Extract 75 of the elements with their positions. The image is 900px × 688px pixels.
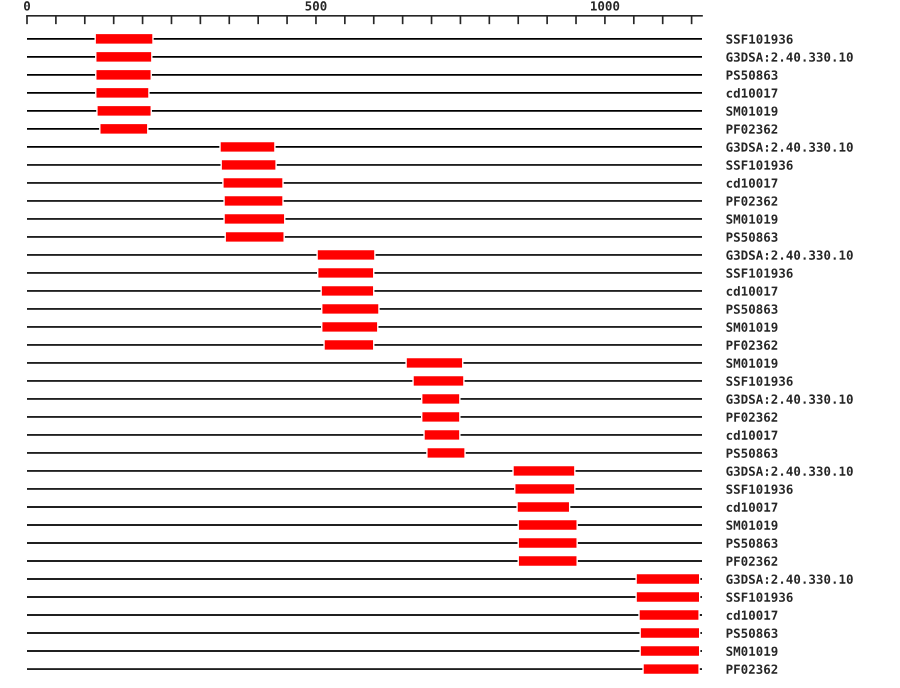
y-tick-label: PF02362	[726, 196, 778, 206]
bar	[95, 68, 152, 81]
y-tick-label: PS50863	[726, 448, 778, 458]
bar	[635, 590, 700, 604]
y-tick-label: SSF101936	[726, 268, 793, 278]
y-tick-label: PS50863	[726, 304, 778, 314]
x-tick-label: 1000	[591, 1, 620, 11]
bar	[224, 230, 285, 244]
y-tick-label: SM01019	[726, 358, 778, 368]
bar	[426, 446, 466, 460]
y-tick-label: cd10017	[726, 286, 778, 296]
bar	[94, 32, 154, 45]
y-tick-label: G3DSA:2.40.330.10	[726, 394, 853, 404]
bar	[405, 356, 464, 370]
bar	[99, 122, 148, 135]
bar	[316, 266, 374, 280]
bar	[219, 140, 276, 153]
bar	[423, 428, 461, 442]
bar	[223, 212, 286, 226]
bar	[316, 248, 376, 262]
y-tick-label: G3DSA:2.40.330.10	[726, 466, 853, 476]
y-tick-label: SSF101936	[726, 34, 793, 44]
bar	[323, 338, 374, 352]
bar	[223, 194, 284, 208]
y-tick-label: SSF101936	[726, 592, 793, 602]
y-tick-label: PF02362	[726, 556, 778, 566]
x-tick-label: 0	[24, 1, 30, 11]
bar	[516, 500, 570, 514]
y-tick-label: PF02362	[726, 124, 778, 134]
y-tick-label: G3DSA:2.40.330.10	[726, 250, 853, 260]
bar	[635, 572, 700, 586]
bar	[512, 464, 576, 478]
bar	[518, 518, 578, 532]
bar	[222, 176, 284, 189]
y-tick-label: PS50863	[726, 628, 778, 638]
y-tick-label: PS50863	[726, 538, 778, 548]
y-tick-label: PF02362	[726, 412, 778, 422]
y-tick-label: cd10017	[726, 88, 778, 98]
y-tick-label: G3DSA:2.40.330.10	[726, 52, 853, 62]
y-tick-label: SM01019	[726, 214, 778, 224]
y-tick-label: G3DSA:2.40.330.10	[726, 574, 853, 584]
bar	[518, 554, 578, 568]
y-tick-label: SSF101936	[726, 484, 793, 494]
y-tick-label: cd10017	[726, 610, 778, 620]
bar	[642, 662, 700, 676]
y-tick-label: SSF101936	[726, 376, 793, 386]
y-tick-label: SM01019	[726, 322, 778, 332]
y-tick-label: cd10017	[726, 502, 778, 512]
bar	[421, 392, 461, 406]
y-tick-label: cd10017	[726, 178, 778, 188]
y-tick-label: PS50863	[726, 70, 778, 80]
bar	[412, 374, 465, 388]
bar	[639, 626, 700, 640]
bar	[320, 284, 374, 298]
bar	[321, 302, 380, 316]
bar	[518, 536, 578, 550]
y-tick-label: cd10017	[726, 430, 778, 440]
bar	[95, 86, 150, 99]
y-tick-label: SM01019	[726, 106, 778, 116]
bar	[421, 410, 461, 424]
bar	[220, 158, 277, 171]
bar	[514, 482, 576, 496]
y-tick-label: G3DSA:2.40.330.10	[726, 142, 853, 152]
bar	[321, 320, 378, 334]
y-tick-label: PF02362	[726, 664, 778, 674]
y-tick-label: SM01019	[726, 646, 778, 656]
y-tick-label: PS50863	[726, 232, 778, 242]
y-tick-label: PF02362	[726, 340, 778, 350]
y-tick-label: SSF101936	[726, 160, 793, 170]
bar	[95, 50, 153, 63]
y-tick-label: SM01019	[726, 520, 778, 530]
x-tick-label: 500	[306, 1, 326, 11]
bar	[639, 644, 700, 658]
bar	[638, 608, 700, 622]
bar	[96, 104, 152, 117]
